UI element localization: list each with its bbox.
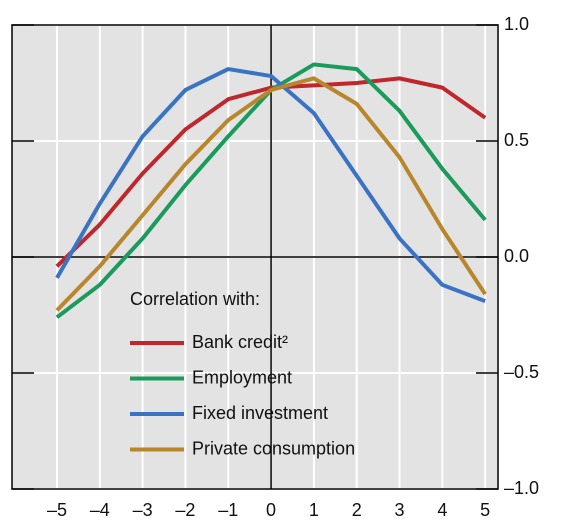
legend-title: Correlation with: xyxy=(130,289,260,309)
x-tick-label: 5 xyxy=(480,500,490,520)
x-tick-label: 4 xyxy=(437,500,447,520)
x-tick-label: 2 xyxy=(352,500,362,520)
y-tick-label: –0.5 xyxy=(504,362,539,382)
x-tick-label: –5 xyxy=(47,500,67,520)
y-tick-label: 0.5 xyxy=(504,130,529,150)
legend-label: Fixed investment xyxy=(192,403,328,423)
x-tick-label: 0 xyxy=(266,500,276,520)
y-tick-label: 1.0 xyxy=(504,14,529,34)
x-tick-label: –4 xyxy=(90,500,110,520)
y-tick-label: 0.0 xyxy=(504,246,529,266)
plot-border xyxy=(11,24,499,490)
x-tick-label: –3 xyxy=(133,500,153,520)
x-tick-label: –2 xyxy=(175,500,195,520)
legend-label: Bank credit² xyxy=(192,332,288,352)
x-tick-label: –1 xyxy=(218,500,238,520)
x-tick-label: 3 xyxy=(395,500,405,520)
x-tick-label: 1 xyxy=(309,500,319,520)
legend-label: Employment xyxy=(192,367,292,387)
y-tick-label: –1.0 xyxy=(504,478,539,498)
legend-label: Private consumption xyxy=(192,438,355,458)
series-line xyxy=(55,67,486,303)
series-line xyxy=(55,76,487,312)
